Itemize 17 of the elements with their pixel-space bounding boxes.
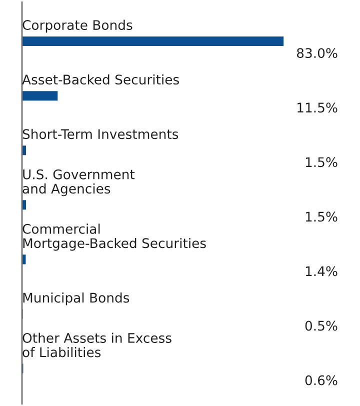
data-label: 1.5% bbox=[306, 212, 338, 222]
y-tick-label: Municipal Bonds bbox=[23, 292, 130, 306]
data-label: 0.6% bbox=[305, 375, 338, 386]
bar bbox=[22, 35, 285, 48]
data-label: 1.5% bbox=[306, 157, 338, 168]
y-tick-label: U.S. Government and Agencies bbox=[22, 169, 135, 196]
bar bbox=[22, 198, 28, 212]
data-label: 83.0% bbox=[296, 48, 338, 58]
bar bbox=[22, 144, 28, 157]
data-label: 0.5% bbox=[305, 320, 338, 331]
y-tick-label: Commercial Mortgage-Backed Securities bbox=[22, 224, 206, 251]
bar bbox=[22, 90, 60, 102]
y-tick-label: Corporate Bonds bbox=[22, 20, 132, 33]
y-tick-label: Short-Term Investments bbox=[22, 128, 178, 140]
y-tick-label: Other Assets in Excess of Liabilities bbox=[22, 332, 172, 358]
data-label: 11.5% bbox=[298, 102, 338, 113]
data-label: 1.4% bbox=[306, 266, 338, 276]
